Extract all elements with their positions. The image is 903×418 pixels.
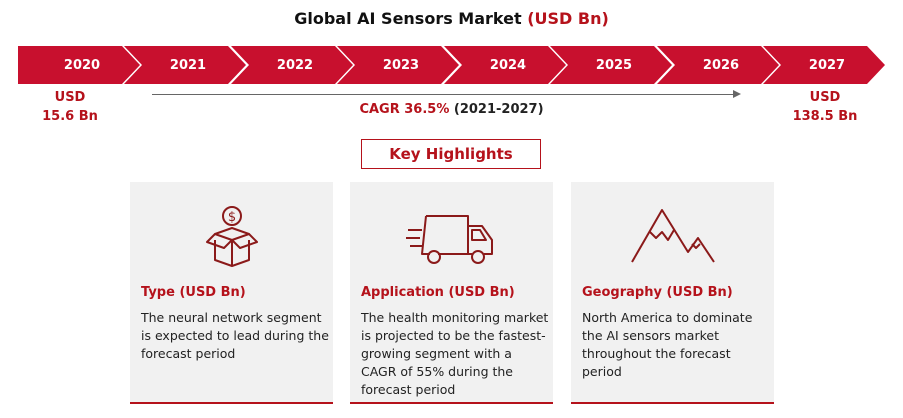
key-highlights-title: Key Highlights xyxy=(361,139,541,169)
cagr-period: (2021-2027) xyxy=(453,102,544,117)
highlight-card-application: Application (USD Bn) The health monitori… xyxy=(350,182,553,404)
year-timeline: 2020 2021 2022 2023 2024 2025 2026 2027 xyxy=(18,46,885,84)
timeline-year-2024: 2024 xyxy=(444,46,566,84)
title-main: Global AI Sensors Market xyxy=(294,9,522,28)
highlight-card-geography: Geography (USD Bn) North America to domi… xyxy=(571,182,774,404)
page-title: Global AI Sensors Market (USD Bn) xyxy=(0,9,903,28)
timeline-year-2020: 2020 xyxy=(18,46,140,84)
svg-text:$: $ xyxy=(227,210,235,225)
card-heading: Application (USD Bn) xyxy=(361,285,515,300)
mountain-icon xyxy=(571,202,774,272)
money-box-icon: $ xyxy=(130,202,333,272)
card-text: The health monitoring market is projecte… xyxy=(361,310,549,397)
title-unit: (USD Bn) xyxy=(527,9,609,28)
timeline-year-2023: 2023 xyxy=(337,46,459,84)
delivery-truck-icon xyxy=(350,202,553,272)
timeline-year-2025: 2025 xyxy=(550,46,672,84)
card-heading: Type (USD Bn) xyxy=(141,285,246,300)
cagr-text: CAGR 36.5% (2021-2027) xyxy=(0,102,903,117)
timeline-year-2021: 2021 xyxy=(124,46,246,84)
timeline-year-2027: 2027 xyxy=(763,46,885,84)
start-value: USD 15.6 Bn xyxy=(42,90,98,124)
timeline-year-2022: 2022 xyxy=(231,46,353,84)
cagr-label: CAGR 36.5% xyxy=(359,102,450,117)
growth-arrow-line xyxy=(152,94,734,95)
card-heading: Geography (USD Bn) xyxy=(582,285,733,300)
card-text: The neural network segment is expected t… xyxy=(141,310,329,361)
card-text: North America to dominate the AI sensors… xyxy=(582,310,753,379)
timeline-year-2026: 2026 xyxy=(657,46,779,84)
highlight-card-type: $ Type (USD Bn) The neural network segme… xyxy=(130,182,333,404)
arrow-right-icon xyxy=(733,90,741,98)
end-value: USD 138.5 Bn xyxy=(792,90,858,124)
